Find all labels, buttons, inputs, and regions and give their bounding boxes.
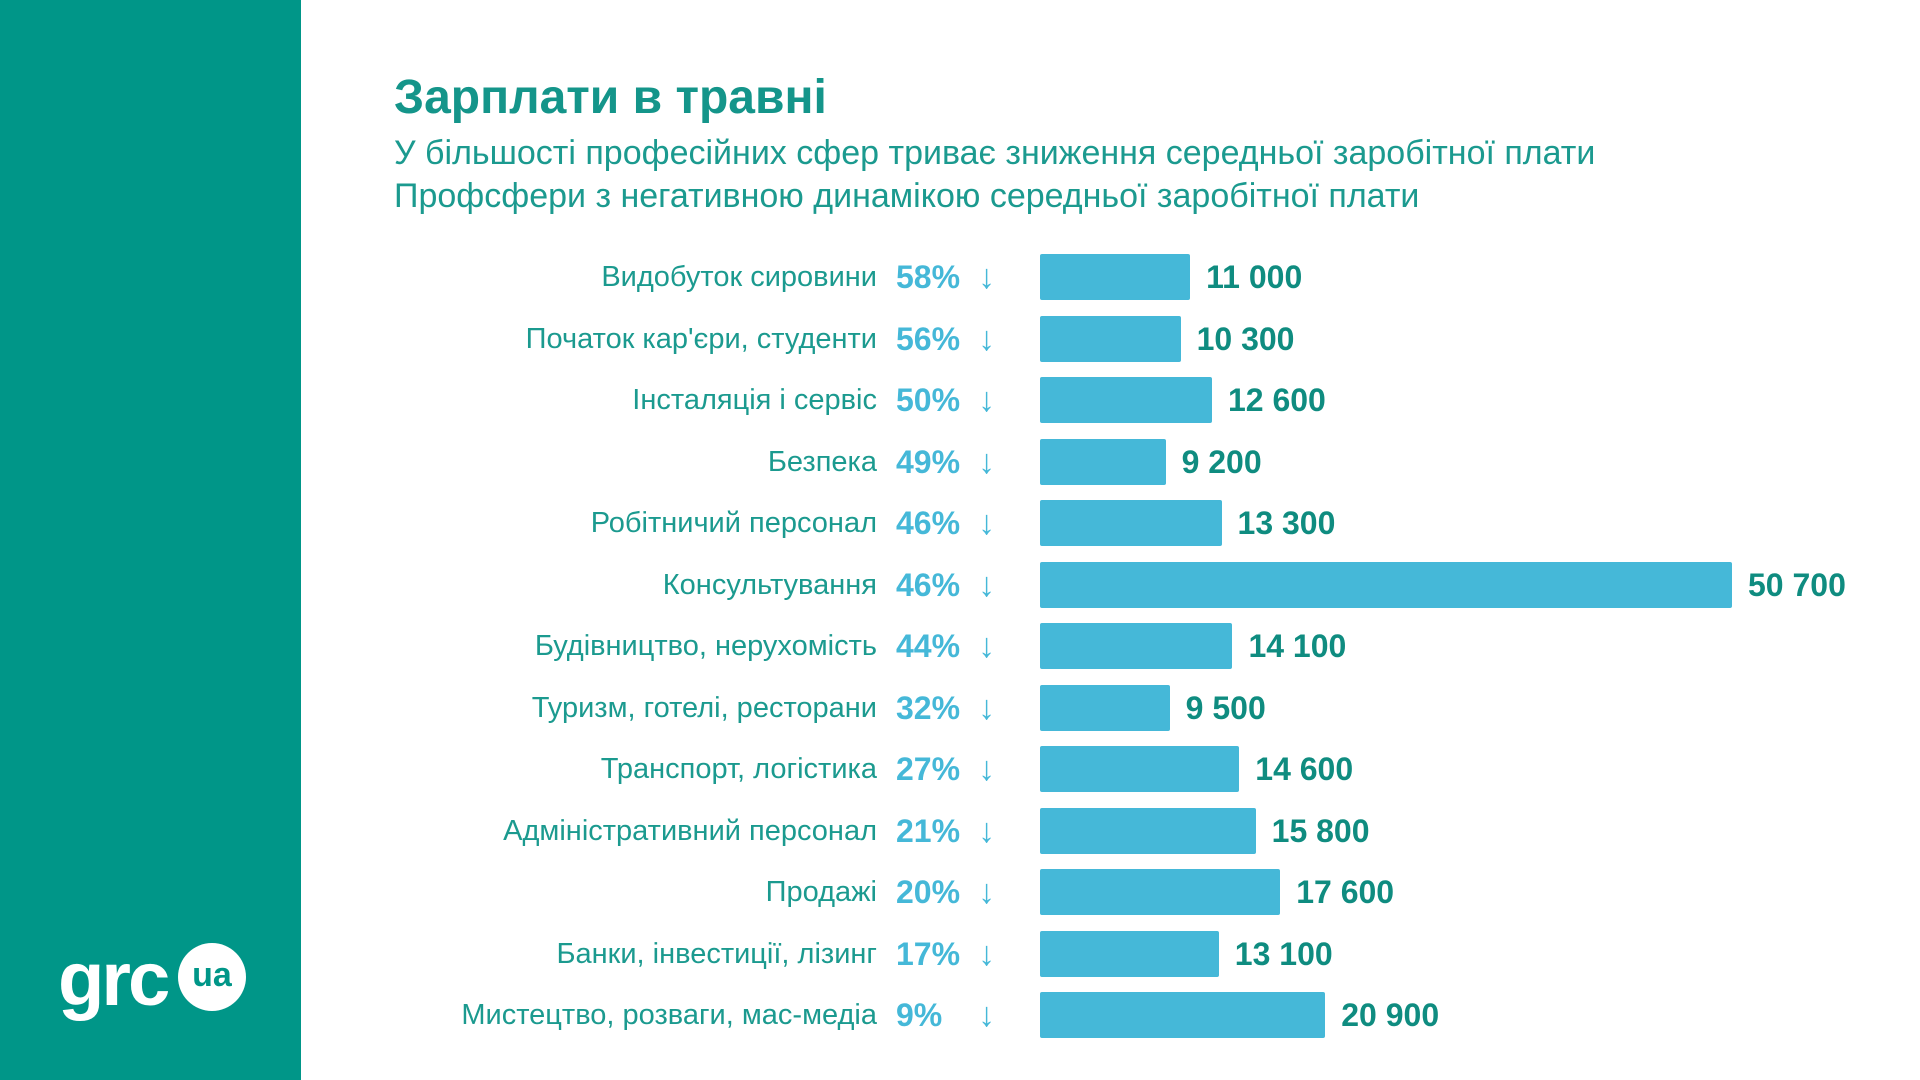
chart-row: Безпека 49% ↓ 9 200 <box>0 438 1920 485</box>
category-label: Туризм, готелі, ресторани <box>531 691 877 724</box>
sidebar: grc ua <box>0 0 301 1080</box>
bar <box>1040 623 1233 669</box>
bar <box>1040 869 1281 915</box>
chart-subtitle: У більшості професійних сфер триває зниж… <box>394 134 1596 172</box>
category-label: Мистецтво, розваги, мас-медіа <box>461 999 877 1031</box>
value-label: 20 900 <box>1341 997 1440 1033</box>
category-label: Інсталяція і сервіс <box>632 384 877 416</box>
value-label: 17 600 <box>1296 874 1395 910</box>
grc-logo: grc ua <box>58 935 258 1025</box>
arrow-down-icon: ↓ <box>978 996 995 1034</box>
value-label: 9 500 <box>1185 689 1266 726</box>
value-label: 50 700 <box>1748 566 1846 603</box>
arrow-down-icon: ↓ <box>978 750 995 788</box>
percent-label: 56% <box>896 320 961 357</box>
bar <box>1040 438 1166 485</box>
percent-label: 27% <box>896 751 961 787</box>
arrow-down-icon: ↓ <box>978 627 995 665</box>
percent-label: 58% <box>896 259 961 295</box>
chart-row: Адміністративний персонал 21% ↓ 15 800 <box>0 807 1920 854</box>
arrow-down-icon: ↓ <box>978 565 995 604</box>
chart-row: Видобуток сировини 58% ↓ 11 000 <box>0 254 1920 300</box>
bar <box>1040 315 1181 362</box>
value-label: 14 100 <box>1248 628 1347 664</box>
chart-row: Туризм, готелі, ресторани 32% ↓ 9 500 <box>0 684 1920 731</box>
value-label: 9 200 <box>1181 443 1262 480</box>
chart-row: Транспорт, логістика 27% ↓ 14 600 <box>0 746 1920 792</box>
logo-text: grc <box>58 937 170 1022</box>
arrow-down-icon: ↓ <box>978 319 995 358</box>
value-label: 10 300 <box>1196 320 1295 357</box>
chart-row: Мистецтво, розваги, мас-медіа 9% ↓ 20 900 <box>0 992 1920 1038</box>
bar <box>1040 377 1212 423</box>
bar <box>1040 561 1732 608</box>
category-label: Консультування <box>662 568 877 601</box>
percent-label: 17% <box>896 935 961 972</box>
value-label: 14 600 <box>1255 751 1354 787</box>
percent-label: 46% <box>896 566 961 603</box>
arrow-down-icon: ↓ <box>978 381 995 419</box>
chart-row: Інсталяція і сервіс 50% ↓ 12 600 <box>0 377 1920 423</box>
category-label: Будівництво, нерухомість <box>534 630 877 662</box>
value-label: 13 100 <box>1234 935 1333 972</box>
bar <box>1040 807 1256 854</box>
chart-row: Продажі 20% ↓ 17 600 <box>0 869 1920 915</box>
percent-label: 9% <box>896 997 943 1033</box>
percent-label: 21% <box>896 812 961 849</box>
arrow-down-icon: ↓ <box>978 873 995 911</box>
category-label: Безпека <box>767 445 877 478</box>
arrow-down-icon: ↓ <box>978 688 995 727</box>
arrow-down-icon: ↓ <box>978 504 995 542</box>
percent-label: 32% <box>896 689 961 726</box>
arrow-down-icon: ↓ <box>978 811 995 850</box>
chart-row: Банки, інвестиції, лізинг 17% ↓ 13 100 <box>0 930 1920 977</box>
category-label: Транспорт, логістика <box>600 753 877 785</box>
chart-subtitle-2: Профсфери з негативною динамікою середнь… <box>394 177 1420 215</box>
bar <box>1040 992 1326 1038</box>
category-label: Продажі <box>765 876 877 908</box>
category-label: Банки, інвестиції, лізинг <box>556 937 877 970</box>
arrow-down-icon: ↓ <box>978 258 995 296</box>
logo-badge: ua <box>178 943 246 1011</box>
arrow-down-icon: ↓ <box>978 934 995 973</box>
value-label: 15 800 <box>1271 812 1370 849</box>
bar <box>1040 500 1222 546</box>
value-label: 12 600 <box>1227 382 1326 418</box>
percent-label: 44% <box>896 628 961 664</box>
chart-row: Початок кар'єри, студенти 56% ↓ 10 300 <box>0 315 1920 362</box>
value-label: 11 000 <box>1206 259 1303 295</box>
value-label: 13 300 <box>1237 505 1336 541</box>
chart-title: Зарплати в травні <box>394 71 827 124</box>
category-label: Видобуток сировини <box>601 261 877 293</box>
category-label: Робітничий персонал <box>590 507 877 539</box>
percent-label: 50% <box>896 382 961 418</box>
bar <box>1040 254 1191 300</box>
bar <box>1040 746 1240 792</box>
percent-label: 46% <box>896 505 961 541</box>
bar <box>1040 684 1170 731</box>
percent-label: 49% <box>896 443 961 480</box>
percent-label: 20% <box>896 874 961 910</box>
chart-row: Будівництво, нерухомість 44% ↓ 14 100 <box>0 623 1920 669</box>
chart-row: Робітничий персонал 46% ↓ 13 300 <box>0 500 1920 546</box>
chart-row: Консультування 46% ↓ 50 700 <box>0 561 1920 608</box>
category-label: Адміністративний персонал <box>503 814 877 847</box>
category-label: Початок кар'єри, студенти <box>525 322 877 355</box>
arrow-down-icon: ↓ <box>978 442 995 481</box>
bar <box>1040 930 1219 977</box>
